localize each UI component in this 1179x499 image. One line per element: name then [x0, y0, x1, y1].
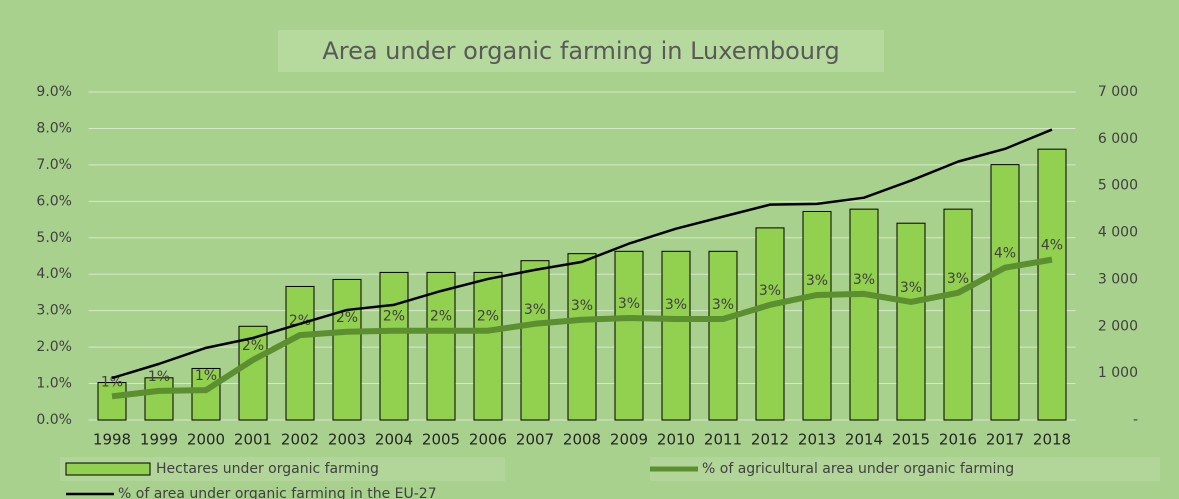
data-label: 3%: [806, 273, 828, 289]
bar: [520, 260, 550, 421]
chart-title: Area under organic farming in Luxembourg: [322, 37, 839, 65]
y-tick-label: 4.0%: [36, 266, 72, 282]
data-label: 3%: [571, 298, 593, 314]
y-tick-label: 8.0%: [36, 120, 72, 136]
y2-tick-label: 6 000: [1098, 131, 1138, 147]
y2-tick-label: 2 000: [1098, 318, 1138, 334]
legend-label: % of area under organic farming in the E…: [118, 486, 437, 499]
x-tick-label: 2006: [469, 431, 507, 449]
x-tick-label: 2004: [375, 431, 413, 449]
y2-tick-label: -: [1133, 412, 1138, 428]
x-tick-label: 2007: [516, 431, 554, 449]
y2-tick-label: 4 000: [1098, 225, 1138, 241]
y2-tick-label: 1 000: [1098, 365, 1138, 381]
data-label: 3%: [853, 272, 875, 288]
y-tick-label: 0.0%: [36, 412, 72, 428]
y-tick-label: 9.0%: [36, 84, 72, 100]
x-tick-label: 2013: [798, 431, 836, 449]
y-tick-label: 2.0%: [36, 339, 72, 355]
y-tick-label: 1.0%: [36, 376, 72, 392]
legend-label: Hectares under organic farming: [156, 461, 379, 477]
data-label: 3%: [712, 297, 734, 313]
x-tick-label: 1998: [93, 431, 131, 449]
x-tick-label: 2012: [751, 431, 789, 449]
data-label: 3%: [900, 280, 922, 296]
data-label: 4%: [994, 246, 1016, 262]
y-tick-label: 6.0%: [36, 193, 72, 209]
bar: [896, 222, 926, 421]
bar: [1037, 148, 1067, 421]
bar: [802, 210, 832, 421]
x-tick-label: 2002: [281, 431, 319, 449]
data-label: 2%: [336, 310, 358, 326]
x-tick-label: 2009: [610, 431, 648, 449]
y-tick-label: 7.0%: [36, 157, 72, 173]
bar: [473, 271, 503, 421]
x-tick-label: 2008: [563, 431, 601, 449]
legend-label: % of agricultural area under organic far…: [702, 461, 1014, 477]
bar: [708, 250, 738, 421]
line: [111, 256, 1053, 400]
y2-tick-label: 7 000: [1098, 84, 1138, 100]
data-label: 1%: [195, 368, 217, 384]
bar: [285, 285, 315, 421]
x-tick-label: 2005: [422, 431, 460, 449]
bar: [426, 271, 456, 421]
data-label: 3%: [524, 302, 546, 318]
bar: [191, 367, 221, 421]
bar: [332, 278, 362, 421]
line: [111, 128, 1053, 380]
bar: [661, 250, 691, 421]
title-box: [278, 30, 884, 72]
legend-box: [650, 457, 1160, 481]
x-tick-label: 2011: [704, 431, 742, 449]
bar: [567, 253, 597, 421]
x-tick-label: 2010: [657, 431, 695, 449]
bar: [990, 164, 1020, 421]
data-label: 3%: [618, 296, 640, 312]
bar: [238, 325, 268, 421]
x-tick-label: 2015: [892, 431, 930, 449]
x-tick-label: 2000: [187, 431, 225, 449]
data-label: 2%: [430, 309, 452, 325]
bar: [943, 208, 973, 421]
y-tick-label: 3.0%: [36, 303, 72, 319]
data-label: 3%: [947, 271, 969, 287]
x-tick-label: 2003: [328, 431, 366, 449]
y-tick-label: 5.0%: [36, 230, 72, 246]
y2-tick-label: 3 000: [1098, 271, 1138, 287]
bar: [614, 250, 644, 421]
bar: [755, 227, 785, 421]
data-label: 2%: [477, 309, 499, 325]
data-label: 3%: [759, 283, 781, 299]
data-label: 1%: [101, 374, 123, 390]
x-tick-label: 2001: [234, 431, 272, 449]
x-tick-label: 2018: [1033, 431, 1071, 449]
bar: [144, 377, 174, 421]
bar: [97, 382, 127, 421]
data-label: 1%: [148, 369, 170, 385]
bar: [849, 208, 879, 421]
data-label: 3%: [665, 297, 687, 313]
bar: [379, 271, 409, 421]
data-label: 2%: [383, 309, 405, 325]
x-tick-label: 2017: [986, 431, 1024, 449]
x-tick-label: 2014: [845, 431, 883, 449]
data-label: 4%: [1041, 238, 1063, 254]
y2-tick-label: 5 000: [1098, 178, 1138, 194]
x-tick-label: 1999: [140, 431, 178, 449]
data-label: 2%: [242, 338, 264, 354]
x-tick-label: 2016: [939, 431, 977, 449]
legend-swatch: [65, 462, 151, 476]
